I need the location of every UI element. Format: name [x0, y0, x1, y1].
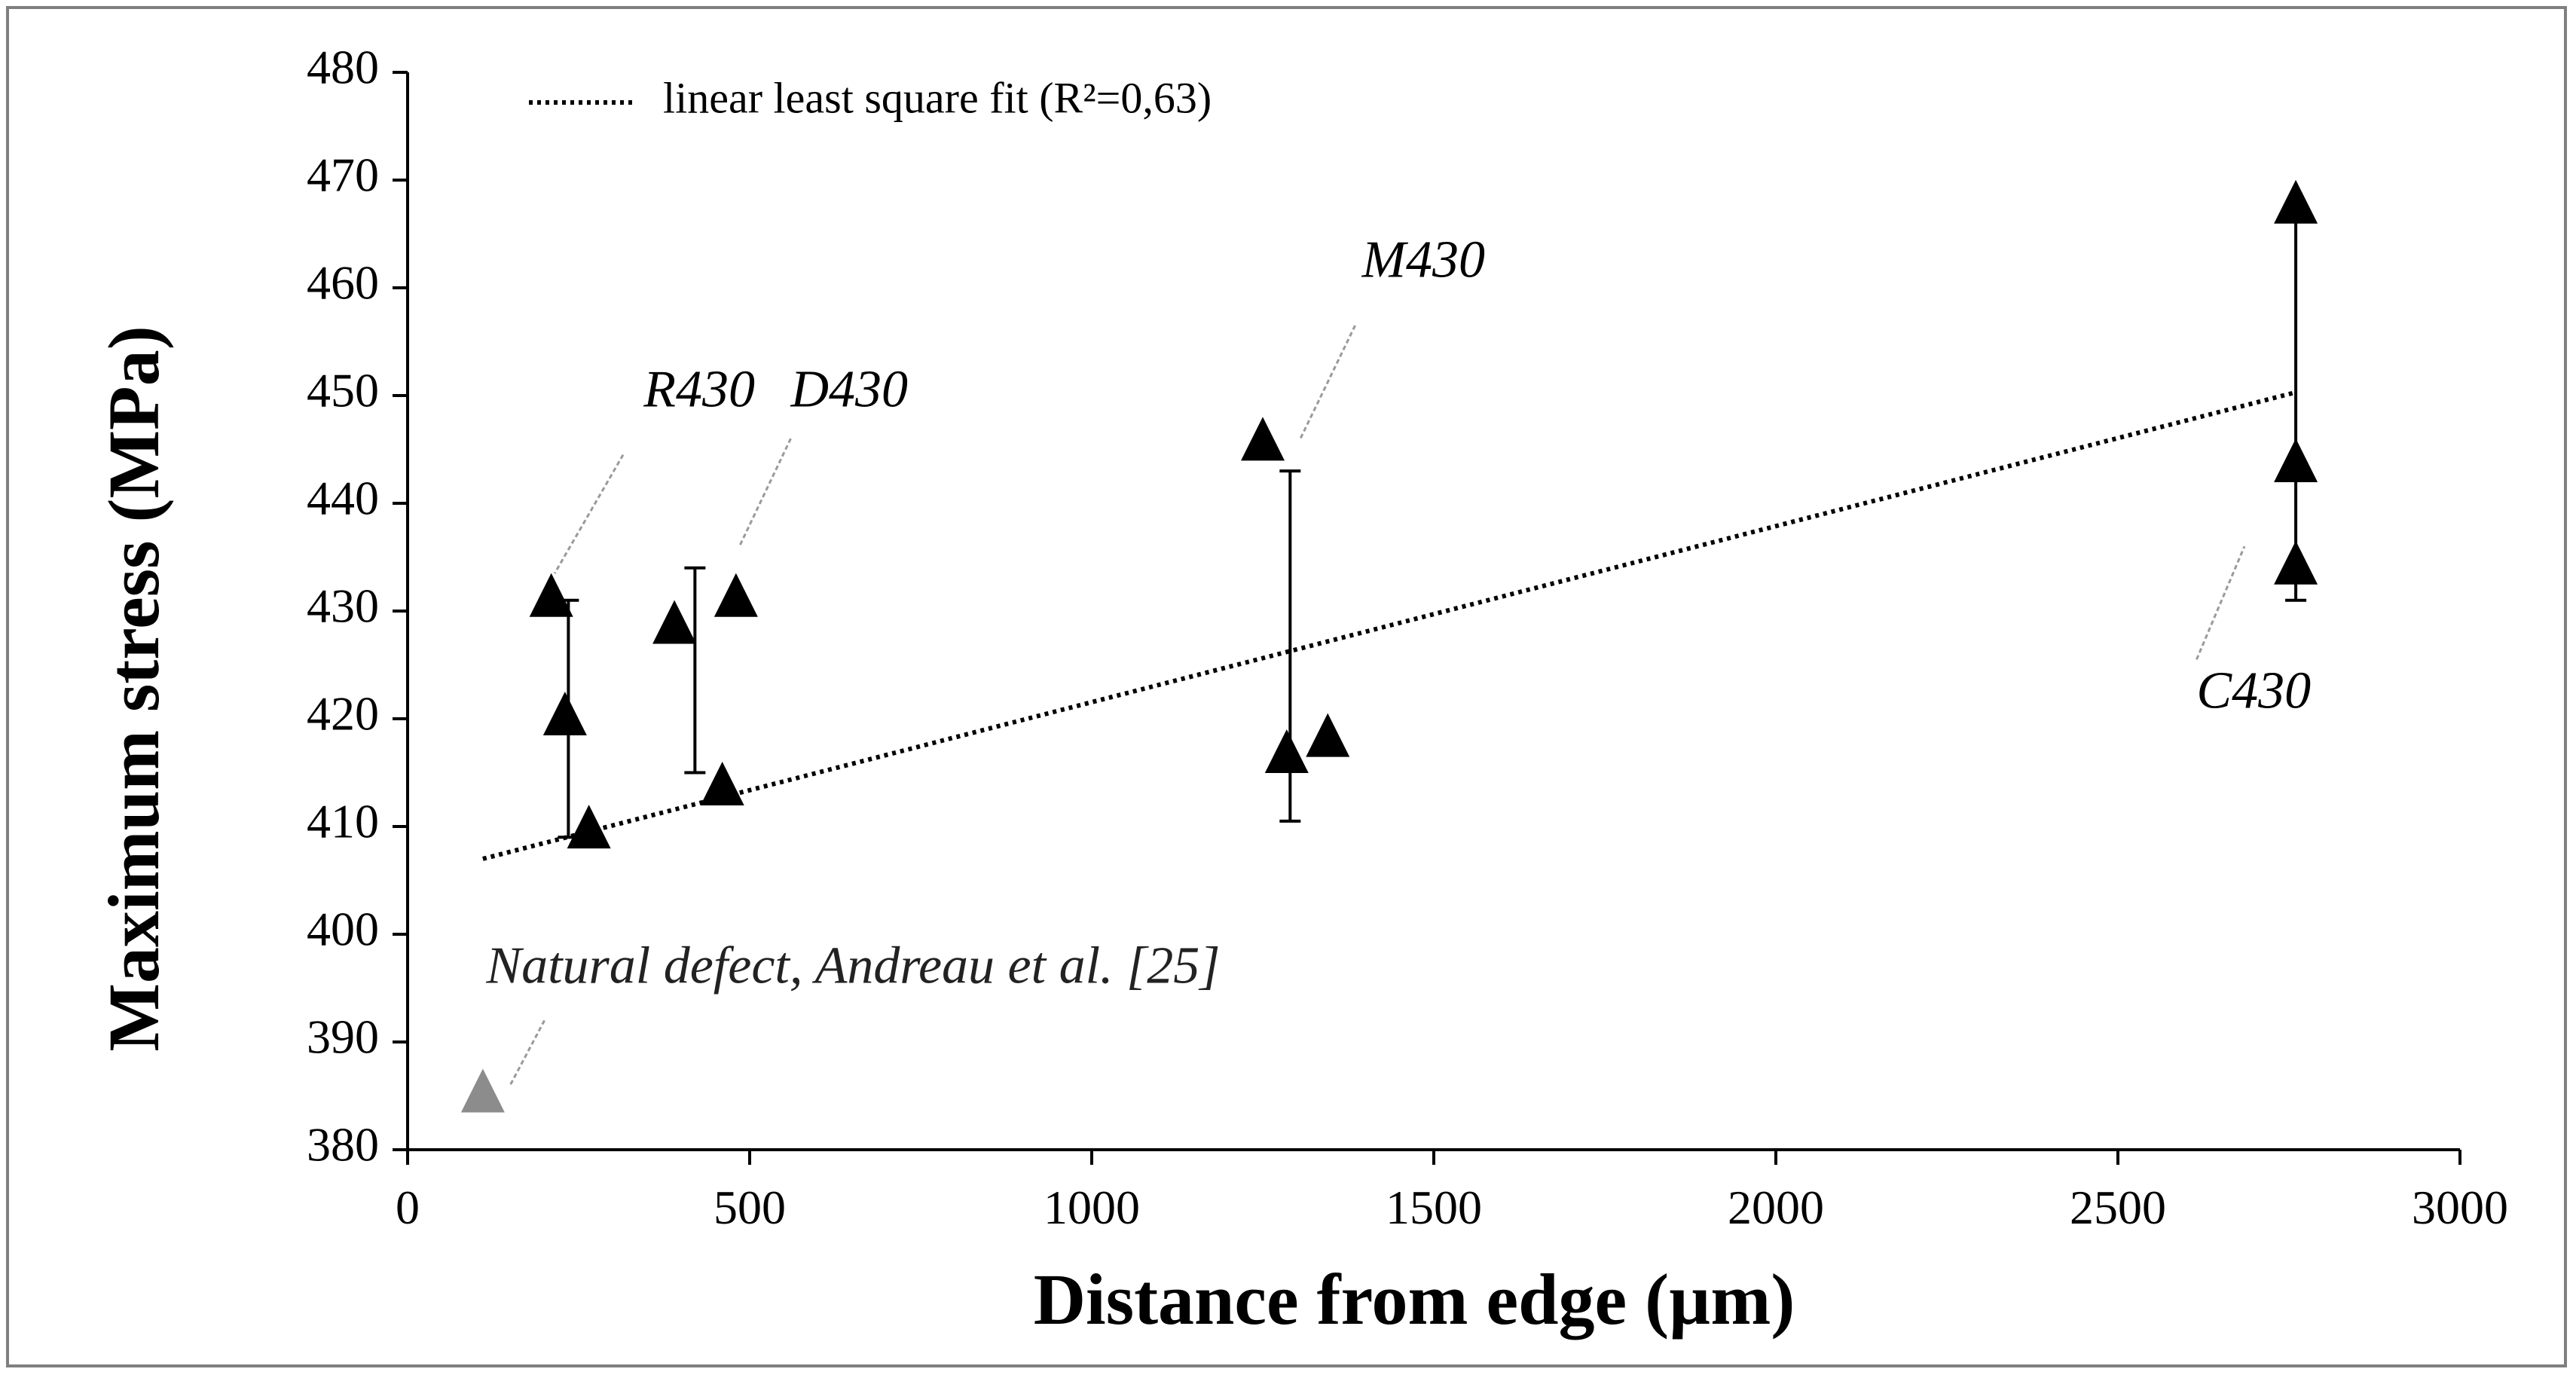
y-tick-label: 380	[307, 1118, 379, 1172]
x-axis-title: Distance from edge (µm)	[1034, 1259, 1795, 1340]
data-point-triangle	[652, 600, 697, 644]
chart: 380 390 400 410 420 430 440 450 460 470 480 0 500 100…	[93, 41, 2508, 1340]
x-tick-label: 1000	[1044, 1181, 1140, 1234]
data-point-triangle	[1264, 729, 1309, 774]
y-tick-label: 400	[307, 903, 379, 956]
annotation-natural-defect: Natural defect, Andreau et al. [25]	[485, 937, 1220, 995]
x-tick-label: 2000	[1728, 1181, 1824, 1234]
y-tick-label: 420	[307, 687, 379, 741]
annotations: R430 D430 M430 C430 Natural defect, Andreau …	[485, 231, 2311, 1086]
y-tick-label: 390	[307, 1010, 379, 1064]
data-point-triangle	[2274, 179, 2318, 224]
legend-fit-label: linear least square fit (R²=0,63)	[663, 73, 1212, 122]
data-point-triangle	[1241, 417, 1285, 461]
y-tick-label: 470	[307, 148, 379, 202]
x-tick-label: 1500	[1386, 1181, 1482, 1234]
axes: 380 390 400 410 420 430 440 450 460 470 480 0 500 100…	[307, 41, 2508, 1234]
x-tick-label: 3000	[2412, 1181, 2508, 1234]
annotation-r430: R430	[643, 360, 755, 418]
x-tick-label: 0	[396, 1181, 420, 1234]
annotation-leader	[1299, 325, 1356, 439]
x-tick-label: 500	[714, 1181, 786, 1234]
data-point-triangle	[714, 573, 758, 617]
annotation-c430: C430	[2196, 662, 2311, 720]
annotation-leader	[2196, 545, 2246, 660]
data-point-triangle	[700, 761, 744, 805]
y-tick-label: 460	[307, 256, 379, 310]
y-tick-label: 430	[307, 579, 379, 633]
fit-line	[482, 390, 2296, 861]
y-tick-label: 410	[307, 795, 379, 848]
data-point-triangle	[1306, 713, 1350, 757]
annotation-leader	[738, 438, 792, 547]
legend: linear least square fit (R²=0,63)	[529, 73, 1212, 122]
annotation-leader	[509, 1019, 545, 1086]
y-tick-label: 440	[307, 472, 379, 525]
error-bars	[558, 205, 2307, 839]
annotation-m430: M430	[1361, 231, 1485, 289]
y-tick-label: 480	[307, 41, 379, 94]
data-point-triangle	[542, 692, 587, 735]
data-point-triangle	[529, 573, 573, 617]
figure-frame: 380 390 400 410 420 430 440 450 460 470 480 0 500 100…	[6, 6, 2567, 1367]
data-point-triangle	[460, 1068, 505, 1113]
data-points	[460, 179, 2318, 1113]
x-tick-label: 2500	[2070, 1181, 2166, 1234]
y-axis-title: Maximum stress (MPa)	[93, 325, 174, 1051]
annotation-d430: D430	[790, 360, 908, 418]
y-tick-label: 450	[307, 364, 379, 417]
data-point-triangle	[567, 805, 611, 849]
fit-line-group	[482, 390, 2296, 861]
annotation-leader	[553, 454, 625, 574]
data-point-triangle	[2274, 438, 2318, 482]
data-point-triangle	[2274, 540, 2318, 585]
